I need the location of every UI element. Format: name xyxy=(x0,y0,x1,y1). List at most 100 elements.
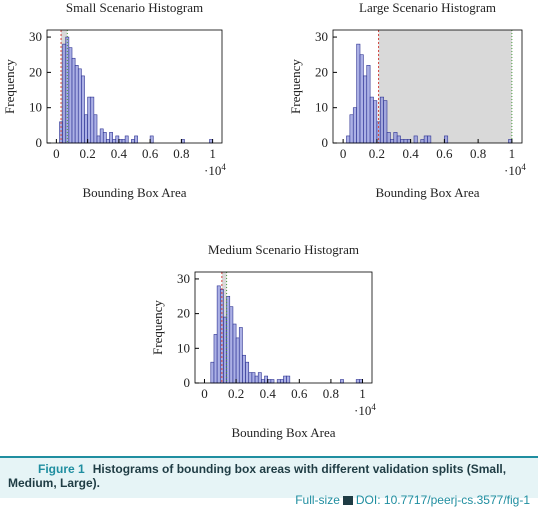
x-tick-label: 0.6 xyxy=(291,386,308,401)
histogram-bar xyxy=(106,139,110,144)
histogram-bar xyxy=(270,379,275,384)
image-icon xyxy=(342,496,353,506)
figure: Small Scenario Histogram Frequency Boundin… xyxy=(2,0,526,440)
x-axis-label: Bounding Box Area xyxy=(232,425,336,440)
caption-label: Figure 1 xyxy=(38,462,85,476)
y-tick-label: 30 xyxy=(177,271,190,286)
histogram-bar xyxy=(251,372,256,384)
histogram-bar xyxy=(81,75,85,144)
caption: Figure 1 Histograms of bounding box areas… xyxy=(0,456,538,507)
histogram-bar xyxy=(87,96,92,144)
histogram-bar xyxy=(390,139,395,144)
chart-title: Small Scenario Histogram xyxy=(66,0,203,15)
histogram-bar xyxy=(355,379,360,384)
x-tick-label: 0 xyxy=(340,146,347,161)
y-tick-label: 10 xyxy=(315,100,328,115)
histogram-bar xyxy=(379,96,384,144)
histogram-bar xyxy=(359,54,364,144)
histogram-bar xyxy=(68,47,73,144)
histogram-bar xyxy=(77,68,82,144)
plot-frame xyxy=(194,271,373,384)
multiplier-exponent: 4 xyxy=(521,162,526,172)
y-tick-label: 20 xyxy=(177,306,190,321)
histogram-bar xyxy=(210,361,215,384)
chart-title: Medium Scenario Histogram xyxy=(208,242,359,257)
x-tick-label: 0.2 xyxy=(228,386,244,401)
histogram-bar xyxy=(90,96,95,144)
histogram-bar xyxy=(96,135,101,144)
histogram-bar xyxy=(276,379,281,384)
x-tick-label: 0.4 xyxy=(111,146,128,161)
histogram-bar xyxy=(396,135,401,144)
x-tick-label: 1 xyxy=(509,146,516,161)
histogram-bar xyxy=(84,114,88,144)
histogram-bar xyxy=(400,139,405,144)
plot-frame xyxy=(46,29,223,144)
x-tick-label: 0.4 xyxy=(260,386,277,401)
histogram-bar xyxy=(99,128,104,144)
multiplier-base: ·10 xyxy=(354,403,371,418)
y-tick-label: 10 xyxy=(29,100,42,115)
histogram-bar xyxy=(373,100,378,144)
histogram-bar xyxy=(229,306,234,384)
doi-link[interactable]: DOI: 10.7717/peerj-cs.3577/fig-1 xyxy=(355,493,530,507)
y-tick-label: 20 xyxy=(29,64,42,79)
x-axis-label: Bounding Box Area xyxy=(376,185,480,200)
caption-text: Histograms of bounding box areas with di… xyxy=(8,462,507,490)
caption-links: Full-size DOI: 10.7717/peerj-cs.3577/fig-… xyxy=(8,493,530,507)
histogram-bar xyxy=(340,379,344,384)
histogram-bar xyxy=(216,285,221,384)
histogram-bar xyxy=(286,375,291,384)
x-multiplier: ·104 xyxy=(354,402,376,418)
y-tick-label: 30 xyxy=(29,29,42,44)
histogram-bar xyxy=(213,334,218,384)
histogram-bar xyxy=(386,132,391,144)
multiplier-exponent: 4 xyxy=(371,402,376,412)
x-tick-label: 0.8 xyxy=(323,386,339,401)
histogram-bar xyxy=(280,379,284,384)
x-axis-label: Bounding Box Area xyxy=(83,185,187,200)
histogram-bar xyxy=(121,139,126,144)
histogram-bar xyxy=(71,57,76,144)
x-tick-label: 0.6 xyxy=(142,146,159,161)
histogram-bar xyxy=(232,323,237,384)
histogram-bar xyxy=(413,135,418,144)
y-tick-label: 0 xyxy=(184,375,191,390)
histogram-bar xyxy=(420,139,425,144)
histogram-bar xyxy=(356,43,361,144)
chart-title: Large Scenario Histogram xyxy=(359,0,496,15)
y-tick-label: 30 xyxy=(315,29,328,44)
y-tick-label: 0 xyxy=(36,135,43,150)
x-tick-label: 0.8 xyxy=(173,146,189,161)
histogram-bar xyxy=(406,139,411,144)
y-tick-label: 20 xyxy=(315,64,328,79)
y-axis-label: Frequency xyxy=(288,59,303,114)
x-tick-label: 1 xyxy=(359,386,366,401)
histogram-bar xyxy=(423,135,428,144)
histogram-bar xyxy=(238,327,243,384)
histogram-bar xyxy=(93,114,98,144)
histogram-bar xyxy=(346,135,351,144)
x-tick-label: 1 xyxy=(209,146,216,161)
histogram-bar xyxy=(261,379,265,384)
y-tick-label: 10 xyxy=(177,340,190,355)
histogram-bar xyxy=(245,361,250,384)
y-tick-label: 0 xyxy=(322,135,329,150)
histogram-bar xyxy=(403,139,408,144)
y-axis-label: Frequency xyxy=(2,59,17,114)
histogram-bar xyxy=(109,132,113,144)
multiplier-base: ·10 xyxy=(204,163,221,178)
histogram-bar xyxy=(102,132,107,144)
x-tick-label: 0 xyxy=(201,386,208,401)
histogram-bar xyxy=(242,354,246,384)
x-tick-label: 0.8 xyxy=(470,146,486,161)
x-tick-label: 0.6 xyxy=(436,146,453,161)
histogram-bar xyxy=(74,65,79,144)
multiplier-base: ·10 xyxy=(504,163,521,178)
histogram-bar xyxy=(226,295,231,384)
histogram-bar xyxy=(134,135,138,144)
full-size-link[interactable]: Full-size xyxy=(295,493,340,507)
histogram-bar xyxy=(131,139,135,144)
histogram-bar xyxy=(254,375,259,384)
